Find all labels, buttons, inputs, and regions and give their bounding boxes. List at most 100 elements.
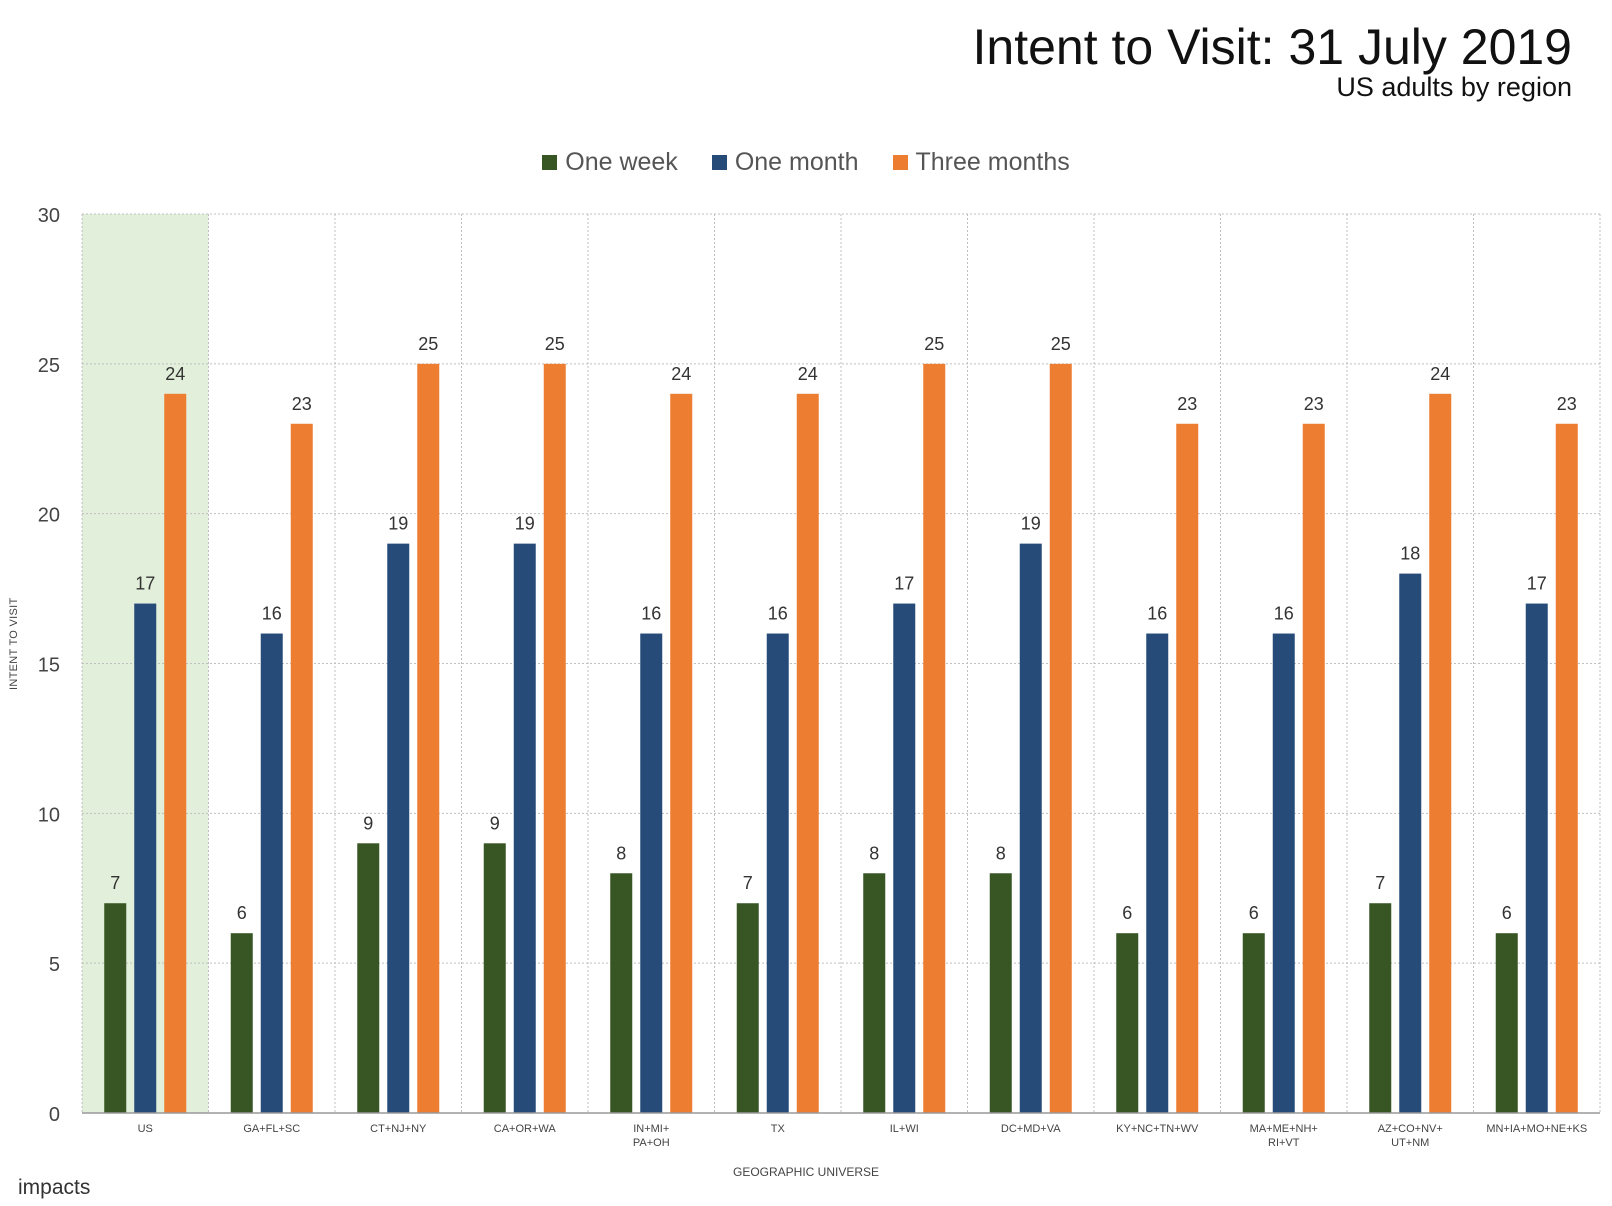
bar bbox=[290, 423, 313, 1113]
data-label: 25 bbox=[545, 334, 565, 354]
bar bbox=[1495, 933, 1518, 1113]
x-tick-label: TX bbox=[771, 1123, 786, 1135]
data-label: 16 bbox=[262, 604, 282, 624]
bar bbox=[104, 903, 127, 1113]
data-label: 17 bbox=[894, 574, 914, 594]
impacts-logo: impacts bbox=[18, 1176, 91, 1199]
data-label: 23 bbox=[292, 394, 312, 414]
data-label: 16 bbox=[1147, 604, 1167, 624]
bar bbox=[1525, 603, 1548, 1113]
data-label: 24 bbox=[671, 364, 691, 384]
bar bbox=[1302, 423, 1325, 1113]
y-tick-label: 0 bbox=[49, 1104, 60, 1126]
bar bbox=[923, 363, 946, 1113]
x-tick-label: IL+WI bbox=[890, 1123, 919, 1135]
bar bbox=[387, 543, 410, 1113]
legend-swatch-one-month bbox=[711, 155, 727, 170]
data-label: 23 bbox=[1557, 394, 1577, 414]
data-label: 7 bbox=[743, 873, 753, 893]
bar bbox=[513, 543, 536, 1113]
bar bbox=[989, 873, 1012, 1113]
data-label: 16 bbox=[641, 604, 661, 624]
data-label: 6 bbox=[1502, 903, 1512, 923]
data-label: 23 bbox=[1304, 394, 1324, 414]
legend-label-three-months: Three months bbox=[915, 148, 1070, 176]
x-tick-label: AZ+CO+NV+ bbox=[1378, 1123, 1443, 1135]
bar bbox=[1369, 903, 1392, 1113]
data-label: 16 bbox=[768, 604, 788, 624]
data-label: 23 bbox=[1177, 394, 1197, 414]
bar bbox=[1429, 393, 1452, 1113]
bar bbox=[417, 363, 440, 1113]
legend-item-one-month: One month bbox=[711, 148, 859, 177]
bar bbox=[1399, 573, 1422, 1113]
bar bbox=[1176, 423, 1199, 1113]
bar bbox=[796, 393, 819, 1113]
y-tick-label: 25 bbox=[38, 355, 60, 377]
bar bbox=[863, 873, 886, 1113]
bar bbox=[1019, 543, 1042, 1113]
bar bbox=[736, 903, 759, 1113]
data-label: 9 bbox=[363, 813, 373, 833]
legend: One week One month Three months bbox=[0, 148, 1612, 177]
x-tick-label: PA+OH bbox=[633, 1137, 670, 1149]
bar bbox=[610, 873, 633, 1113]
data-label: 25 bbox=[418, 334, 438, 354]
data-label: 25 bbox=[924, 334, 944, 354]
legend-swatch-three-months bbox=[892, 155, 908, 170]
data-label: 24 bbox=[1430, 364, 1450, 384]
bar bbox=[1242, 933, 1265, 1113]
y-tick-label: 15 bbox=[38, 655, 60, 677]
chart-title: Intent to Visit: 31 July 2019 bbox=[972, 19, 1572, 75]
data-label: 19 bbox=[515, 514, 535, 534]
y-axis-label: INTENT TO VISIT bbox=[8, 597, 20, 690]
bar bbox=[670, 393, 693, 1113]
bar bbox=[543, 363, 566, 1113]
data-label: 18 bbox=[1400, 544, 1420, 564]
x-tick-label: DC+MD+VA bbox=[1001, 1123, 1061, 1135]
y-tick-label: 5 bbox=[49, 954, 60, 976]
data-label: 8 bbox=[996, 843, 1006, 863]
bar bbox=[640, 633, 663, 1113]
bar bbox=[1555, 423, 1578, 1113]
x-tick-label: RI+VT bbox=[1268, 1137, 1300, 1149]
legend-item-three-months: Three months bbox=[892, 148, 1070, 177]
data-label: 24 bbox=[798, 364, 818, 384]
legend-label-one-week: One week bbox=[565, 148, 678, 176]
bar bbox=[1049, 363, 1072, 1113]
x-tick-label: IN+MI+ bbox=[633, 1123, 669, 1135]
data-label: 7 bbox=[1375, 873, 1385, 893]
bar bbox=[164, 393, 187, 1113]
x-tick-label: KY+NC+TN+WV bbox=[1116, 1123, 1199, 1135]
data-label: 24 bbox=[165, 364, 185, 384]
data-label: 8 bbox=[616, 843, 626, 863]
x-tick-label: CT+NJ+NY bbox=[370, 1123, 427, 1135]
data-label: 25 bbox=[1051, 334, 1071, 354]
bar bbox=[1146, 633, 1169, 1113]
x-tick-label: US bbox=[138, 1123, 153, 1135]
bar bbox=[893, 603, 916, 1113]
data-label: 7 bbox=[110, 873, 120, 893]
x-tick-label: GA+FL+SC bbox=[243, 1123, 300, 1135]
bar bbox=[1116, 933, 1139, 1113]
x-axis-label: GEOGRAPHIC UNIVERSE bbox=[732, 1165, 880, 1179]
x-tick-label: UT+NM bbox=[1391, 1137, 1429, 1149]
chart-subtitle: US adults by region bbox=[1336, 72, 1572, 102]
data-label: 9 bbox=[490, 813, 500, 833]
x-tick-label: MN+IA+MO+NE+KS bbox=[1486, 1123, 1587, 1135]
legend-item-one-week: One week bbox=[542, 148, 678, 177]
data-label: 6 bbox=[1122, 903, 1132, 923]
data-label: 16 bbox=[1274, 604, 1294, 624]
bar bbox=[483, 843, 506, 1113]
y-tick-label: 30 bbox=[38, 205, 60, 227]
x-tick-label: CA+OR+WA bbox=[494, 1123, 557, 1135]
y-tick-label: 20 bbox=[38, 505, 60, 527]
data-label: 6 bbox=[237, 903, 247, 923]
legend-label-one-month: One month bbox=[734, 148, 859, 176]
data-label: 19 bbox=[388, 514, 408, 534]
legend-swatch-one-week bbox=[542, 155, 558, 170]
bar bbox=[766, 633, 789, 1113]
bar bbox=[1272, 633, 1295, 1113]
bar bbox=[357, 843, 380, 1113]
